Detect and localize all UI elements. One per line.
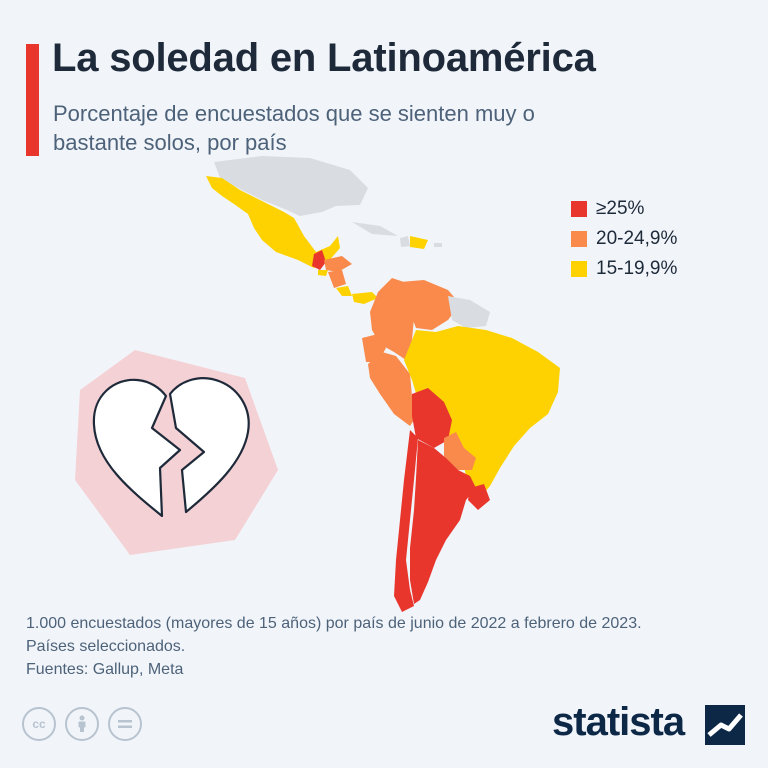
nd-icon[interactable] xyxy=(108,707,142,741)
legend-swatch-yellow xyxy=(571,261,587,277)
country-nicaragua xyxy=(328,270,346,288)
country-uruguay xyxy=(468,484,490,510)
footnote-sources: Fuentes: Gallup, Meta xyxy=(26,661,184,678)
page-title: La soledad en Latinoamérica xyxy=(52,36,596,80)
country-venezuela xyxy=(400,280,460,330)
statista-wordmark[interactable]: statista xyxy=(552,700,685,744)
broken-heart-icon xyxy=(75,350,278,555)
country-costa-rica xyxy=(336,286,352,296)
license-icons: cc xyxy=(22,707,142,741)
country-el-salvador xyxy=(318,270,328,276)
country-honduras xyxy=(324,256,352,272)
country-mexico xyxy=(206,176,340,268)
country-guatemala xyxy=(312,250,326,270)
page-subtitle: Porcentaje de encuestados que se sienten… xyxy=(53,101,535,155)
country-argentina xyxy=(410,440,476,604)
legend-label: 20-24,9% xyxy=(596,228,678,249)
country-peru xyxy=(368,352,418,426)
legend-swatch-orange xyxy=(571,231,587,247)
country-brazil xyxy=(404,326,560,500)
legend-label: ≥25% xyxy=(596,198,645,219)
island-haiti xyxy=(400,236,410,247)
island-cuba xyxy=(352,222,398,236)
footnote: 1.000 encuestados (mayores de 15 años) p… xyxy=(26,612,756,681)
region-guianas xyxy=(448,296,490,328)
country-dominican-republic xyxy=(410,236,428,249)
statista-logo-icon[interactable] xyxy=(705,705,745,745)
country-paraguay xyxy=(444,432,476,470)
legend-swatch-red xyxy=(571,201,587,217)
cc-icon[interactable]: cc xyxy=(22,707,56,741)
country-chile xyxy=(394,430,418,612)
map-legend: ≥25% 20-24,9% 15-19,9% xyxy=(571,194,677,284)
footnote-survey: 1.000 encuestados (mayores de 15 años) p… xyxy=(26,615,642,632)
island-puerto-rico xyxy=(434,243,442,247)
legend-label: 15-19,9% xyxy=(596,258,678,279)
country-usa xyxy=(214,156,368,216)
legend-item-20-24-9: 20-24,9% xyxy=(571,224,677,254)
country-panama xyxy=(352,292,378,304)
country-bolivia xyxy=(412,388,452,448)
footnote-selection: Países seleccionados. xyxy=(26,638,186,655)
legend-item-ge-25: ≥25% xyxy=(571,194,677,224)
legend-item-15-19-9: 15-19,9% xyxy=(571,254,677,284)
by-icon[interactable] xyxy=(65,707,99,741)
title-accent-bar xyxy=(26,44,39,156)
